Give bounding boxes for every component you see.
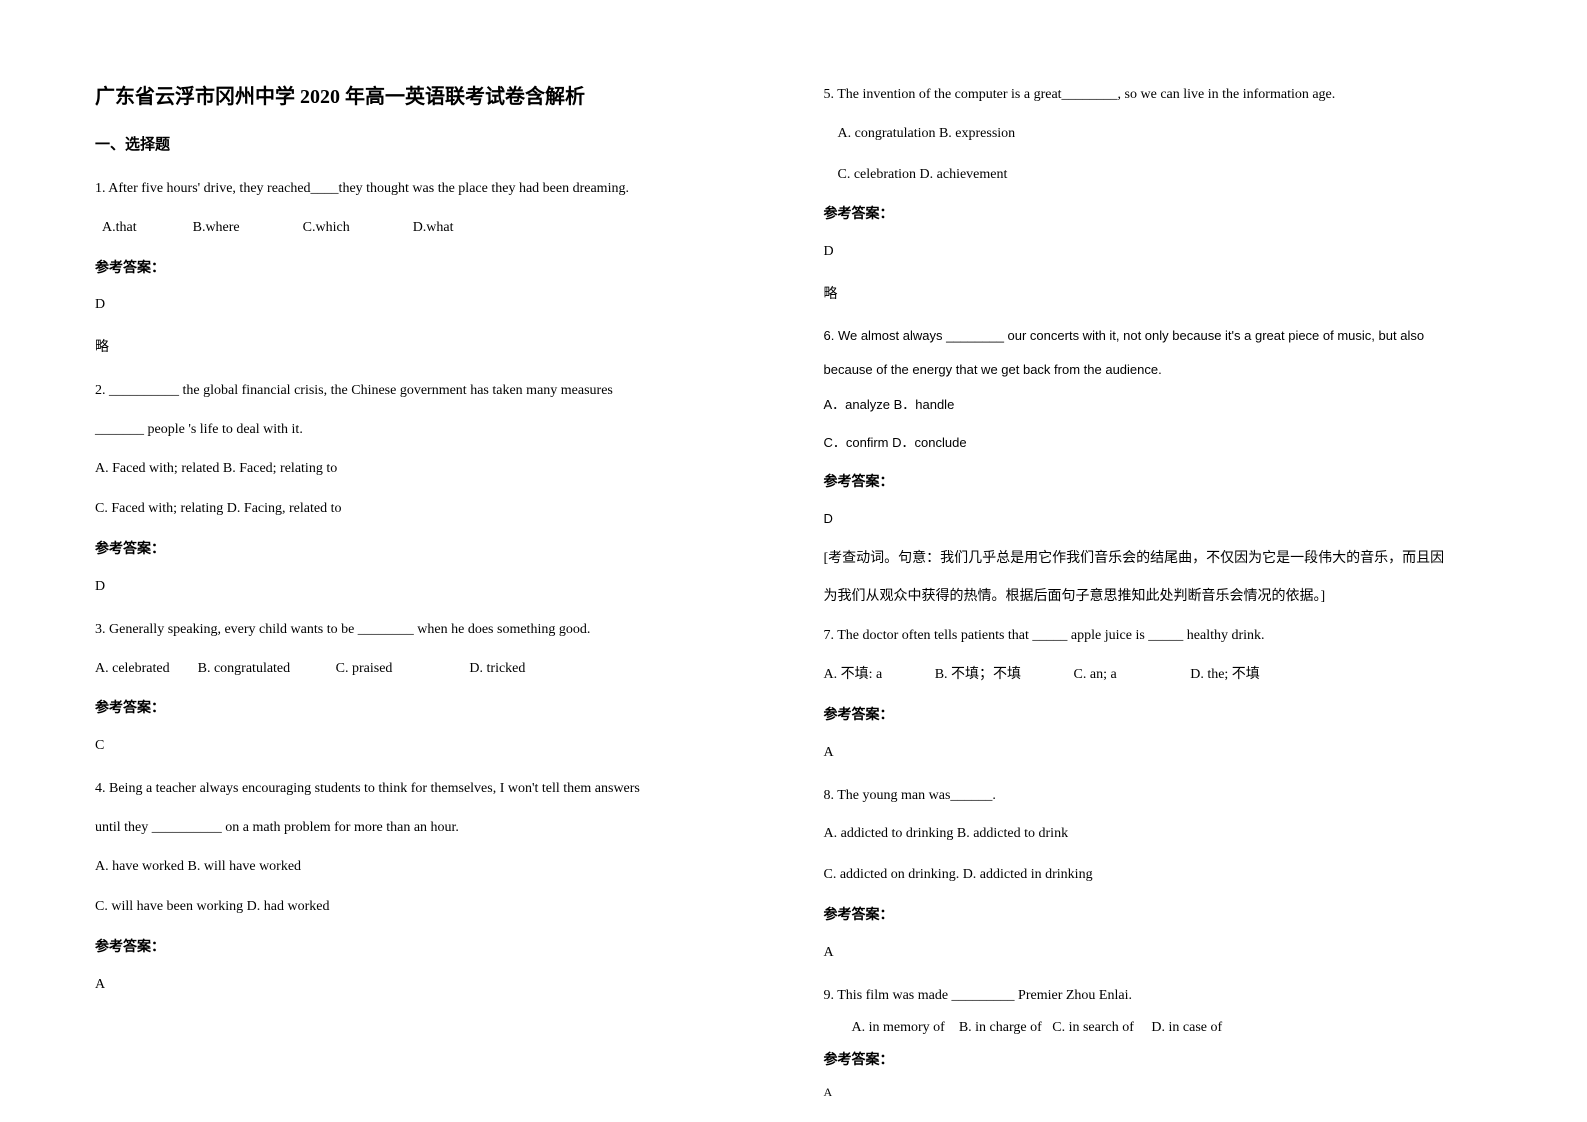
q1-note: 略 — [95, 333, 764, 364]
section-heading: 一、选择题 — [95, 133, 764, 154]
q8-text: 8. The young man was______. — [824, 781, 1493, 812]
q6-opt2: C．confirm D．conclude — [824, 429, 1493, 458]
q4-optB: C. will have been working D. had worked — [95, 892, 764, 923]
exam-title: 广东省云浮市冈州中学 2020 年高一英语联考试卷含解析 — [95, 80, 764, 109]
q8-opt2: C. addicted on drinking. D. addicted in … — [824, 860, 1493, 891]
q1-answer: D — [95, 290, 764, 321]
q9-options: A. in memory of B. in charge of C. in se… — [824, 1013, 1493, 1044]
q4-answer: A — [95, 970, 764, 1001]
q7-options: A. 不填: a B. 不填；不填 C. an; a D. the; 不填 — [824, 660, 1493, 691]
q8-answer-label: 参考答案： — [824, 901, 1493, 932]
q6-answer: D — [824, 505, 1493, 534]
q2-answer: D — [95, 572, 764, 603]
q3-options: A. celebrated B. congratulated C. praise… — [95, 654, 764, 685]
q5-answer: D — [824, 237, 1493, 268]
q6-answer-label: 参考答案： — [824, 468, 1493, 499]
q7-answer: A — [824, 738, 1493, 769]
q7-text: 7. The doctor often tells patients that … — [824, 621, 1493, 652]
q9-answer: A — [824, 1079, 1493, 1105]
q4-text1: 4. Being a teacher always encouraging st… — [95, 774, 764, 805]
q5-opt2: C. celebration D. achievement — [824, 160, 1493, 191]
q1-options: A.that B.where C.which D.what — [95, 213, 764, 244]
q5-text: 5. The invention of the computer is a gr… — [824, 80, 1493, 111]
q6-opt1: A．analyze B．handle — [824, 391, 1493, 420]
q6-note2: 为我们从观众中获得的热情。根据后面句子意思推知此处判断音乐会情况的依据。] — [824, 583, 1493, 611]
q9-answer-label: 参考答案： — [824, 1046, 1493, 1077]
q1-text: 1. After five hours' drive, they reached… — [95, 174, 764, 205]
q5-note: 略 — [824, 280, 1493, 311]
left-column: 广东省云浮市冈州中学 2020 年高一英语联考试卷含解析 一、选择题 1. Af… — [95, 80, 764, 1117]
q6-note1: [考查动词。句意：我们几乎总是用它作我们音乐会的结尾曲，不仅因为它是一段伟大的音… — [824, 545, 1493, 573]
q8-opt1: A. addicted to drinking B. addicted to d… — [824, 819, 1493, 850]
q6-text2: because of the energy that we get back f… — [824, 357, 1493, 383]
q4-optA: A. have worked B. will have worked — [95, 852, 764, 883]
q2-answer-label: 参考答案： — [95, 535, 764, 566]
q2-text1: 2. __________ the global financial crisi… — [95, 376, 764, 407]
q6-text1: 6. We almost always ________ our concert… — [824, 323, 1493, 349]
q2-text2: _______ people 's life to deal with it. — [95, 415, 764, 446]
right-column: 5. The invention of the computer is a gr… — [824, 80, 1493, 1117]
q5-answer-label: 参考答案： — [824, 200, 1493, 231]
q7-answer-label: 参考答案： — [824, 701, 1493, 732]
q3-answer-label: 参考答案： — [95, 694, 764, 725]
q1-answer-label: 参考答案： — [95, 254, 764, 285]
q3-text: 3. Generally speaking, every child wants… — [95, 615, 764, 646]
q5-opt1: A. congratulation B. expression — [824, 119, 1493, 150]
q4-text2: until they __________ on a math problem … — [95, 813, 764, 844]
q2-optA: A. Faced with; related B. Faced; relatin… — [95, 454, 764, 485]
q3-answer: C — [95, 731, 764, 762]
q9-text: 9. This film was made _________ Premier … — [824, 981, 1493, 1012]
q4-answer-label: 参考答案： — [95, 933, 764, 964]
q2-optB: C. Faced with; relating D. Facing, relat… — [95, 494, 764, 525]
q8-answer: A — [824, 938, 1493, 969]
